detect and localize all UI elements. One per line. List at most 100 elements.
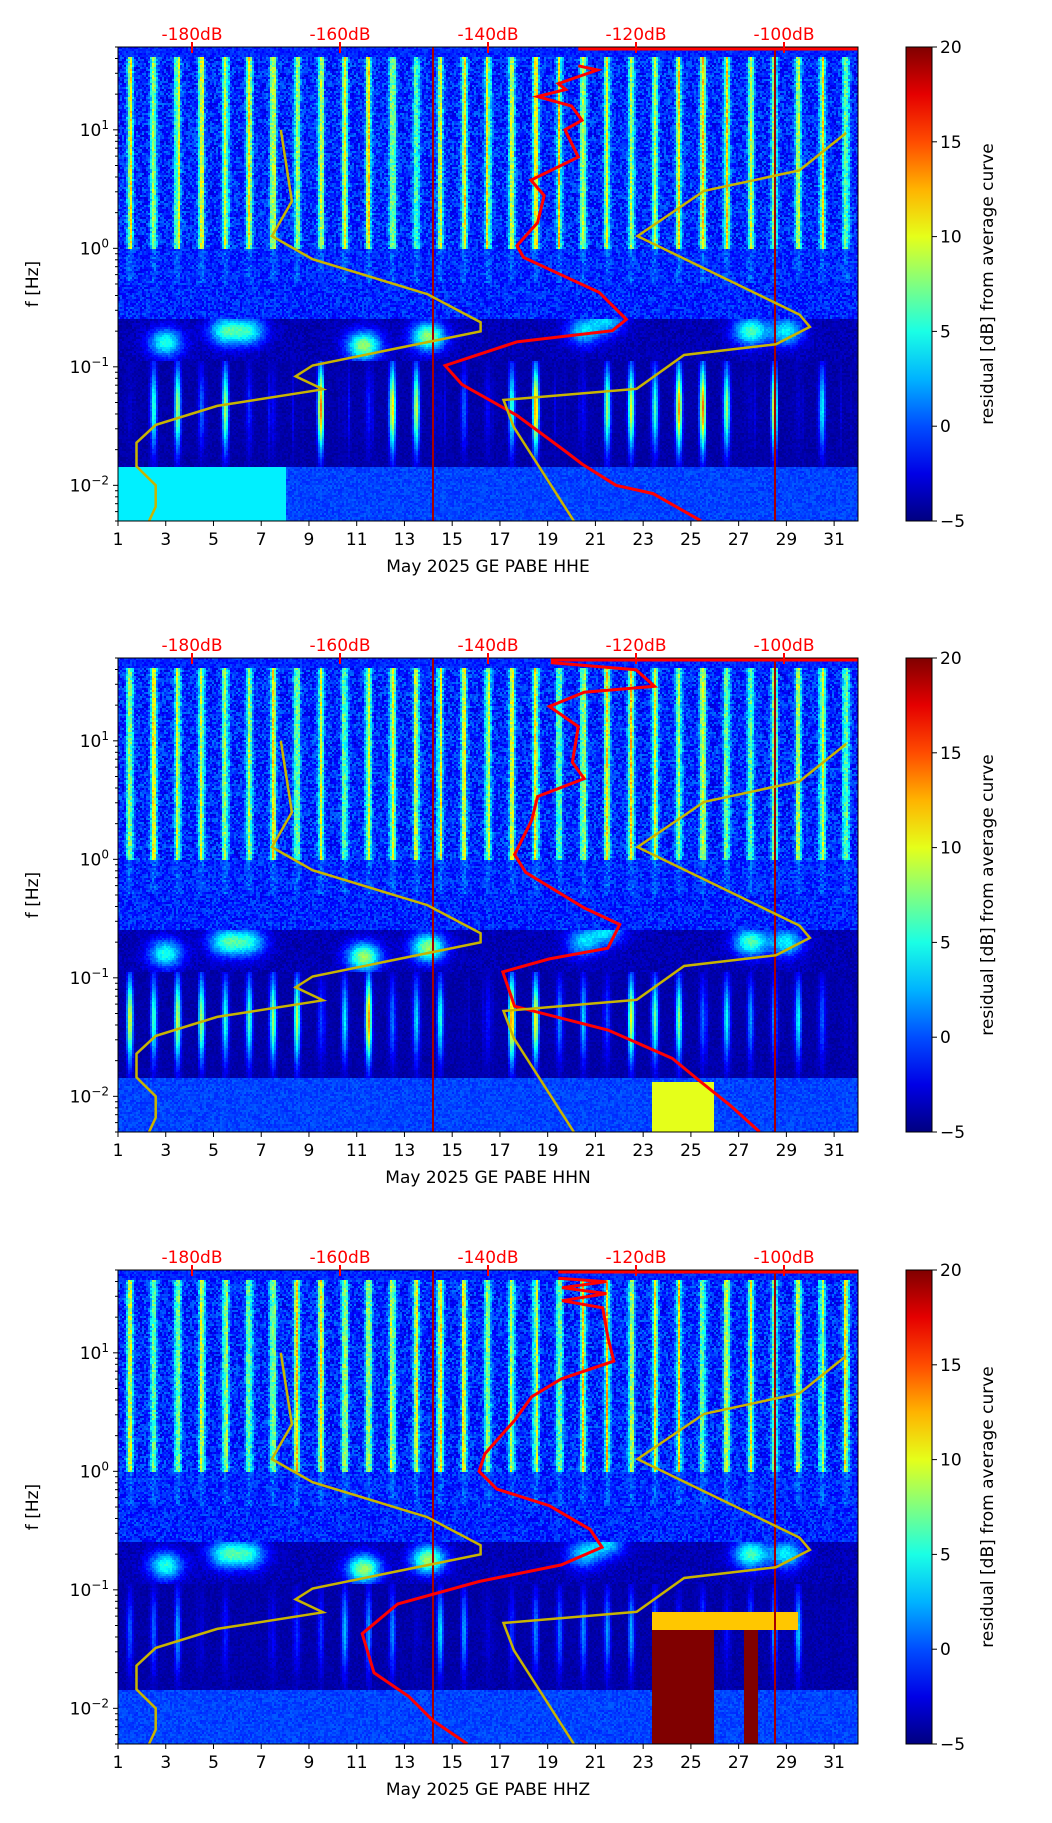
x-tick-label: 27: [728, 530, 750, 550]
colorbar-tick-label: 10: [940, 228, 962, 248]
colorbar-tick-label: 15: [940, 133, 962, 153]
colorbar-tick-label: 5: [940, 322, 951, 342]
top-tick-label: -180dB: [161, 25, 222, 45]
x-tick-label: 15: [441, 1141, 463, 1161]
x-tick-label: 5: [208, 1753, 219, 1773]
y-tick-base: 10: [80, 1344, 102, 1364]
colorbar-tick-label: 20: [940, 1261, 962, 1281]
colorbar-tick-label: 10: [940, 839, 962, 859]
x-tick-label: 9: [304, 1753, 315, 1773]
axes-frame: [117, 46, 859, 522]
colorbar-tick-label: 20: [940, 649, 962, 669]
y-tick-base: 10: [80, 732, 102, 752]
series-psd: [500, 661, 761, 1132]
x-tick-label: 31: [823, 1141, 845, 1161]
colorbar-tick-label: 5: [940, 1545, 951, 1565]
x-tick-label: 25: [680, 530, 702, 550]
y-tick-label: 101: [80, 1341, 109, 1364]
x-tick-label: 23: [632, 530, 654, 550]
x-tick-label: 7: [256, 1141, 267, 1161]
y-tick-exponent: 1: [101, 118, 109, 132]
y-tick-base: 10: [80, 121, 102, 141]
top-tick-label: -160dB: [309, 25, 370, 45]
x-tick-label: 19: [537, 1141, 559, 1161]
series-psd: [360, 1276, 616, 1744]
y-tick-base: 10: [70, 969, 92, 989]
x-tick-label: 3: [160, 1753, 171, 1773]
x-tick-label: 5: [208, 530, 219, 550]
y-tick-exponent: −1: [91, 1578, 109, 1592]
x-tick-label: 9: [304, 1141, 315, 1161]
y-axis-label: f [Hz]: [23, 261, 43, 307]
y-axis-label: f [Hz]: [23, 872, 43, 918]
panel-hhn: 1 3 5 7 9 11 13 15 17 19 21 23 25 27 29 31 May 2025 GE P…: [0, 611, 1052, 1211]
y-tick-exponent: −2: [91, 1696, 109, 1710]
x-tick-label: 19: [537, 530, 559, 550]
series-nhnm: [501, 131, 847, 521]
colorbar-tick-label: 10: [940, 1451, 962, 1471]
x-tick-label: 27: [728, 1753, 750, 1773]
x-tick-label: 19: [537, 1753, 559, 1773]
x-axis-label: May 2025 GE PABE HHE: [386, 557, 589, 577]
x-tick-label: 3: [160, 1141, 171, 1161]
colorbar-tick-label: 0: [940, 417, 951, 437]
y-tick-label: 10−1: [70, 1578, 109, 1601]
colorbar: [905, 657, 933, 1133]
y-tick-exponent: 1: [101, 1341, 109, 1355]
y-tick-label: 100: [80, 1459, 109, 1482]
y-tick-base: 10: [70, 1581, 92, 1601]
y-tick-label: 101: [80, 729, 109, 752]
top-tick-label: -100dB: [753, 25, 814, 45]
x-tick-label: 7: [256, 530, 267, 550]
y-tick-exponent: −2: [91, 473, 109, 487]
top-tick-label: -180dB: [161, 636, 222, 656]
x-tick-label: 1: [113, 1141, 124, 1161]
colorbar-label: residual [dB] from average curve: [978, 754, 998, 1035]
x-tick-label: 9: [304, 530, 315, 550]
y-tick-label: 100: [80, 847, 109, 870]
series-nhnm: [501, 1354, 847, 1744]
x-tick-label: 11: [346, 530, 368, 550]
top-tick-label: -120dB: [605, 25, 666, 45]
x-tick-label: 7: [256, 1753, 267, 1773]
y-tick-base: 10: [70, 476, 92, 496]
y-tick-label: 100: [80, 236, 109, 259]
x-tick-label: 15: [441, 1753, 463, 1773]
x-tick-label: 13: [394, 1753, 416, 1773]
y-tick-label: 101: [80, 118, 109, 141]
y-tick-exponent: 1: [101, 729, 109, 743]
x-tick-label: 23: [632, 1753, 654, 1773]
y-tick-exponent: −2: [91, 1084, 109, 1098]
y-tick-base: 10: [70, 358, 92, 378]
x-tick-label: 17: [489, 1141, 511, 1161]
x-tick-label: 1: [113, 1753, 124, 1773]
x-tick-label: 29: [776, 1753, 798, 1773]
colorbar-tick-label: 15: [940, 744, 962, 764]
colorbar-label: residual [dB] from average curve: [978, 143, 998, 424]
top-tick-label: -160dB: [309, 636, 370, 656]
colorbar-tick-label: 0: [940, 1028, 951, 1048]
top-tick-label: -160dB: [309, 1248, 370, 1268]
x-tick-label: 21: [585, 1753, 607, 1773]
colorbar-tick-label: 0: [940, 1640, 951, 1660]
y-tick-exponent: 0: [101, 847, 109, 861]
x-tick-label: 31: [823, 530, 845, 550]
x-axis-label: May 2025 GE PABE HHZ: [386, 1780, 590, 1800]
y-tick-exponent: 0: [101, 1459, 109, 1473]
x-tick-label: 21: [585, 530, 607, 550]
colorbar-tick-label: 20: [940, 38, 962, 58]
x-tick-label: 11: [346, 1141, 368, 1161]
x-axis-label: May 2025 GE PABE HHN: [385, 1168, 590, 1188]
x-tick-label: 27: [728, 1141, 750, 1161]
y-tick-base: 10: [80, 1462, 102, 1482]
x-tick-label: 25: [680, 1753, 702, 1773]
top-tick-label: -120dB: [605, 1248, 666, 1268]
y-axis-label: f [Hz]: [23, 1484, 43, 1530]
y-tick-exponent: −1: [91, 966, 109, 980]
y-tick-label: 10−2: [70, 1084, 109, 1107]
x-tick-label: 25: [680, 1141, 702, 1161]
y-tick-label: 10−2: [70, 1696, 109, 1719]
